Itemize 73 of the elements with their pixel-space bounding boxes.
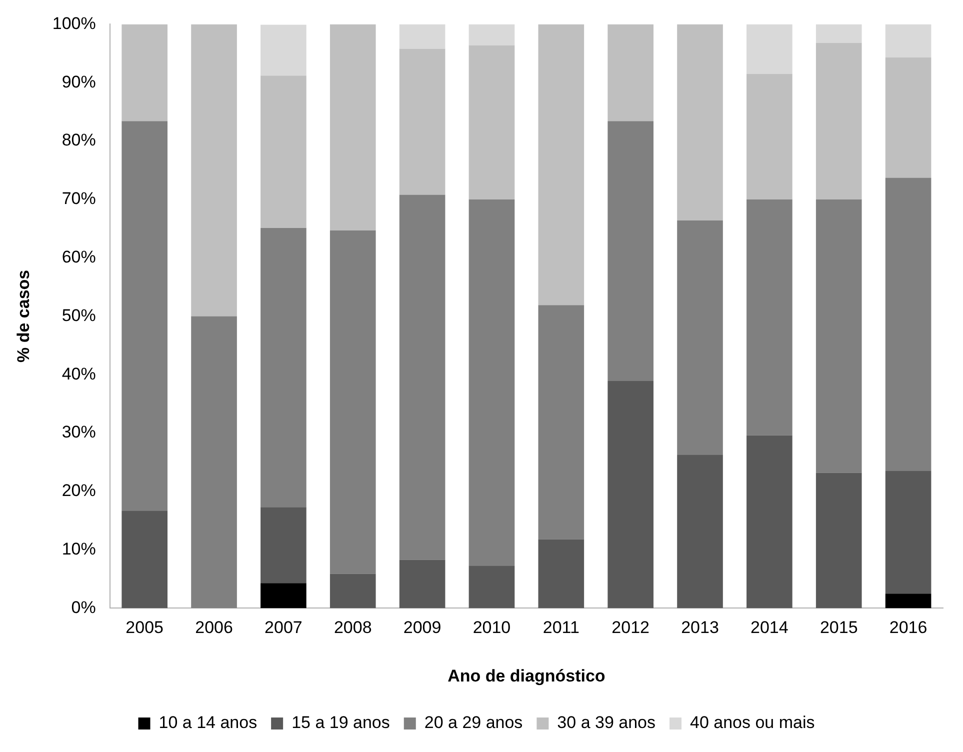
bar [330,574,376,608]
bar [260,228,306,508]
y-axis-title: % de casos [14,270,33,363]
y-tick-label: 60% [62,247,96,266]
x-tick-label: 2008 [334,618,372,638]
bar [122,121,168,511]
bar [538,305,584,540]
bar [885,57,932,178]
bar [538,24,584,306]
x-tick-label: 2014 [750,618,788,638]
x-tick-label: 2012 [612,618,650,638]
bar [608,121,654,382]
bar [608,24,654,122]
bar [885,594,932,608]
bar [468,24,515,46]
bar [191,316,237,608]
bar [260,76,306,228]
legend-label: 20 a 29 anos [424,713,523,732]
bar [468,566,515,608]
x-tick-label: 2009 [403,618,442,638]
bar [816,199,862,473]
bar [608,381,654,608]
x-tick-label: 2006 [195,618,233,638]
y-tick-label: 50% [62,306,96,325]
bar [399,48,446,195]
bar [399,24,446,49]
bar [677,220,723,455]
y-tick-label: 70% [62,189,96,208]
bar [260,583,306,608]
bar [746,199,792,436]
bar [816,42,862,200]
x-tick-label: 2005 [126,618,164,638]
bar [816,472,862,608]
bar [191,24,237,316]
y-tick-label: 30% [62,422,96,442]
bar [746,435,792,608]
bar [885,178,932,471]
bar [468,45,515,200]
bar [260,24,306,76]
bar [122,510,168,608]
legend-label: 15 a 19 anos [292,713,390,732]
bar [677,454,723,608]
bar [746,74,792,200]
bar [468,199,515,566]
bar [885,470,932,594]
x-tick-label: 2013 [681,618,719,638]
y-tick-label: 10% [62,539,96,558]
legend-label: 10 a 14 anos [158,713,258,732]
bar [885,24,932,58]
bar [399,194,446,560]
x-tick-label: 2016 [889,618,928,638]
y-tick-label: 90% [62,72,96,92]
x-axis-title: Ano de diagnóstico [448,666,606,686]
y-tick-label: 20% [62,481,96,500]
x-tick-label: 2011 [542,618,580,638]
y-tick-label: 100% [52,14,96,33]
bar [677,24,723,220]
legend-label: 30 a 39 anos [557,713,656,732]
bar [816,24,862,43]
bar [538,539,584,608]
x-tick-label: 2010 [472,618,511,638]
bar [399,560,446,608]
x-tick-label: 2015 [820,618,858,638]
bar [746,24,792,74]
y-tick-label: 80% [62,130,96,150]
legend-label: 40 anos ou mais [690,713,815,732]
y-tick-label: 40% [62,364,96,384]
x-tick-label: 2007 [264,618,302,638]
y-tick-label: 0% [71,598,96,617]
bar [330,230,376,574]
bar [260,507,306,584]
bar [330,24,376,230]
bar [122,24,168,122]
